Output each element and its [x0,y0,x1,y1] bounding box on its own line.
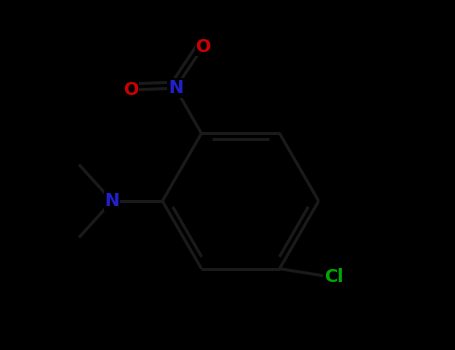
Text: O: O [196,37,211,56]
Text: N: N [168,79,183,97]
Text: Cl: Cl [324,268,343,286]
Text: N: N [105,192,120,210]
Text: O: O [123,81,138,99]
